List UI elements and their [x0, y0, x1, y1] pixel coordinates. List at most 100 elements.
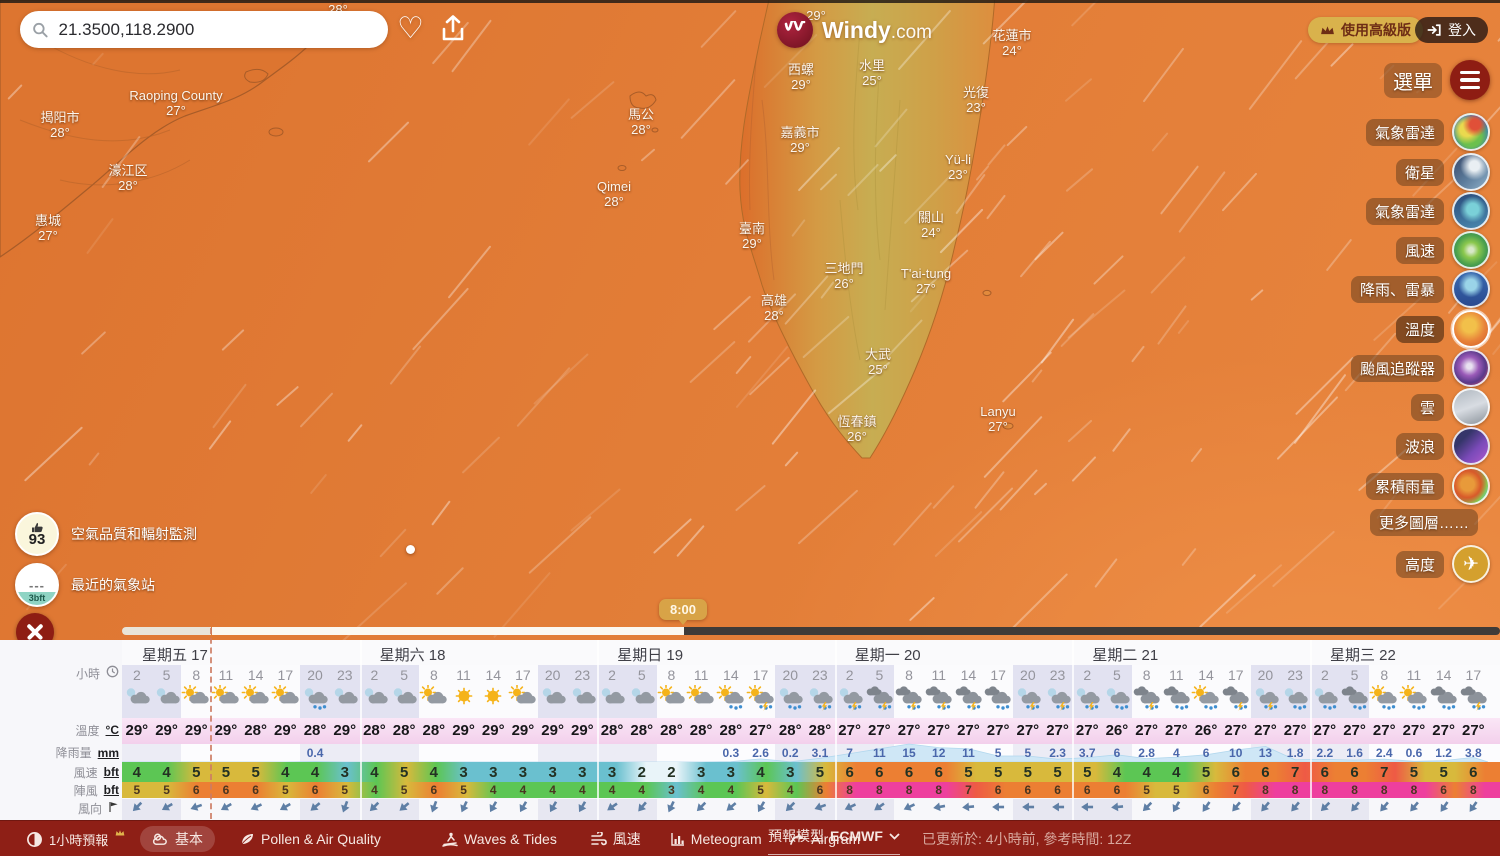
- weather-icon-sc[interactable]: [686, 684, 716, 716]
- weather-icon-sc[interactable]: [211, 684, 241, 716]
- gust-unit-link[interactable]: bft: [103, 783, 119, 797]
- weather-icon-sct[interactable]: [746, 684, 776, 716]
- hour-cell[interactable]: 5: [875, 667, 884, 683]
- hour-cell[interactable]: 23: [1049, 667, 1066, 683]
- timeline-track-played[interactable]: [212, 627, 684, 635]
- layer-item-radar[interactable]: 氣象雷達: [1365, 113, 1490, 151]
- weather-icon-mc[interactable]: [538, 685, 568, 716]
- weather-icon-mc[interactable]: [389, 685, 419, 716]
- search-input[interactable]: [56, 18, 376, 41]
- hour-cell[interactable]: 20: [544, 667, 561, 683]
- weather-icon-ct[interactable]: [865, 685, 895, 716]
- weather-icon-s[interactable]: [449, 685, 479, 716]
- hour-cell[interactable]: 20: [782, 667, 799, 683]
- hour-cell[interactable]: 23: [812, 667, 828, 683]
- forecast-table[interactable]: 星期五 17 星期六 18 星期日 19 星期一 20 星期二 21 星期三 22 2 29°…: [0, 640, 1500, 820]
- hour-cell[interactable]: 5: [1113, 667, 1121, 683]
- layer-item-altitude[interactable]: 高度 ✈: [1395, 545, 1490, 583]
- hour-cell[interactable]: 8: [1142, 667, 1151, 683]
- hour-cell[interactable]: 8: [192, 667, 201, 683]
- menu-button[interactable]: 選單: [1384, 60, 1490, 100]
- forecast-model-select[interactable]: 預報模型 ECMWF: [768, 821, 900, 855]
- hour-cell[interactable]: 2: [132, 667, 141, 683]
- weather-icon-mc[interactable]: [568, 685, 598, 716]
- tab-風速[interactable]: 風速: [590, 821, 641, 856]
- hour-cell[interactable]: 11: [931, 667, 946, 683]
- hour-cell[interactable]: 2: [370, 667, 379, 683]
- hour-cell[interactable]: 20: [307, 667, 323, 683]
- weather-icon-cr[interactable]: [1162, 685, 1192, 716]
- layer-item-temp[interactable]: 溫度: [1395, 310, 1490, 348]
- weather-icon-cr[interactable]: [1429, 685, 1459, 716]
- hour-cell[interactable]: 5: [162, 667, 171, 683]
- weather-icon-scr[interactable]: [1399, 684, 1429, 716]
- weather-icon-ct[interactable]: [894, 685, 924, 716]
- one-hour-forecast-toggle[interactable]: 1小時預報: [26, 821, 125, 856]
- weather-icon-ct[interactable]: [1459, 685, 1489, 716]
- layer-item-waves[interactable]: 波浪: [1395, 427, 1490, 465]
- search-bar[interactable]: [20, 11, 388, 48]
- weather-icon-mct[interactable]: [1072, 685, 1102, 716]
- weather-icon-mcr[interactable]: [1310, 685, 1340, 716]
- hour-cell[interactable]: 23: [574, 667, 591, 683]
- weather-icon-ct[interactable]: [954, 685, 984, 716]
- hour-cell[interactable]: 5: [1350, 667, 1359, 683]
- hour-cell[interactable]: 2: [845, 667, 854, 683]
- hour-cell[interactable]: 14: [723, 667, 739, 683]
- hour-cell[interactable]: 17: [990, 667, 1006, 683]
- layer-item-clouds[interactable]: 雲: [1410, 388, 1490, 426]
- tab-airgram[interactable]: Airgram: [789, 821, 860, 856]
- hour-cell[interactable]: 23: [1287, 667, 1303, 683]
- rain-unit-link[interactable]: mm: [97, 745, 119, 760]
- hour-cell[interactable]: 8: [905, 667, 913, 683]
- weather-icon-sc[interactable]: [271, 684, 301, 716]
- weather-icon-mc[interactable]: [360, 685, 390, 716]
- layer-item-rainaccu[interactable]: 累積雨量: [1365, 467, 1490, 505]
- weather-icon-sc[interactable]: [657, 684, 687, 716]
- weather-icon-scr[interactable]: [1369, 684, 1399, 716]
- air-quality-badge[interactable]: 93 空氣品質和輻射監測: [15, 512, 197, 556]
- weather-icon-mcr[interactable]: [1280, 685, 1310, 716]
- weather-icon-mct[interactable]: [835, 685, 865, 716]
- layer-item-rain[interactable]: 降雨、雷暴: [1350, 270, 1490, 308]
- weather-station-badge[interactable]: --- 3bft 最近的氣象站: [15, 563, 155, 607]
- weather-icon-mc[interactable]: [597, 685, 627, 716]
- temp-unit-link[interactable]: °C: [105, 723, 119, 737]
- hour-cell[interactable]: 8: [429, 667, 438, 683]
- location-marker-dot[interactable]: [406, 545, 415, 554]
- weather-icon-mc[interactable]: [152, 685, 182, 716]
- share-icon[interactable]: [440, 14, 466, 49]
- hour-cell[interactable]: 11: [218, 667, 234, 683]
- weather-icon-mc[interactable]: [330, 685, 360, 716]
- login-button[interactable]: 登入: [1415, 17, 1488, 43]
- weather-icon-ct[interactable]: [924, 685, 954, 716]
- hour-cell[interactable]: 23: [336, 667, 353, 683]
- playhead-time-tooltip[interactable]: 8:00: [659, 599, 707, 625]
- weather-icon-s[interactable]: [478, 685, 508, 716]
- tab-基本[interactable]: 基本: [140, 826, 215, 852]
- weather-icon-cr[interactable]: [983, 685, 1013, 716]
- hour-cell[interactable]: 17: [277, 667, 294, 683]
- timeline-track-past[interactable]: [122, 627, 211, 635]
- hour-cell[interactable]: 14: [960, 667, 977, 683]
- timeline-track-future[interactable]: [684, 627, 1500, 635]
- weather-icon-mct[interactable]: [1013, 685, 1043, 716]
- weather-icon-sc[interactable]: [508, 684, 538, 716]
- weather-icon-mcr[interactable]: [1102, 685, 1132, 716]
- weather-icon-mc[interactable]: [122, 685, 152, 716]
- hour-cell[interactable]: 11: [456, 667, 471, 683]
- hour-cell[interactable]: 17: [515, 667, 531, 683]
- favorite-heart-icon[interactable]: ♡: [397, 12, 424, 45]
- hour-cell[interactable]: 17: [1227, 667, 1244, 683]
- layer-item-radar2[interactable]: 氣象雷達: [1365, 192, 1490, 230]
- hour-cell[interactable]: 17: [1465, 667, 1482, 683]
- tab-meteogram[interactable]: Meteogram: [671, 821, 762, 856]
- hour-cell[interactable]: 14: [1198, 667, 1214, 683]
- hour-cell[interactable]: 11: [1406, 667, 1422, 683]
- hour-cell[interactable]: 5: [400, 667, 409, 683]
- weather-icon-mct[interactable]: [1251, 685, 1281, 716]
- weather-icon-mct[interactable]: [805, 685, 835, 716]
- weather-icon-mcr[interactable]: [775, 685, 805, 716]
- hour-cell[interactable]: 20: [1257, 667, 1274, 683]
- weather-icon-scr[interactable]: [716, 684, 746, 716]
